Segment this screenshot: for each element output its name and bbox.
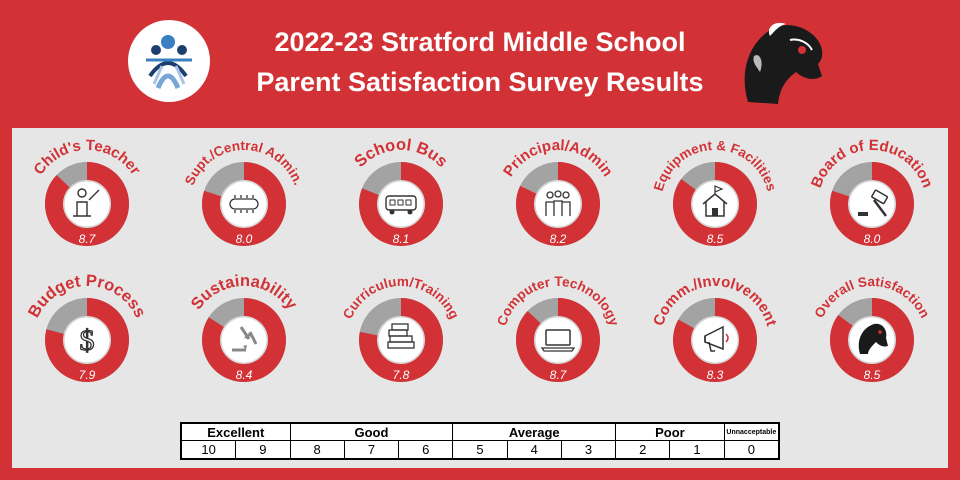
- donut-value-arc: [359, 298, 443, 382]
- score-tile: Supt./Central Admin. 8.0: [169, 126, 319, 276]
- score-value-label: 8.7: [550, 368, 568, 382]
- score-tile: Board of Education 8.0: [797, 126, 947, 276]
- icon-circle: [534, 316, 582, 364]
- score-tile: Curriculum/Training 7.8: [326, 262, 476, 412]
- score-tile: School Bus 8.1: [326, 126, 476, 276]
- donut-value-arc: [830, 162, 914, 246]
- conference-table-icon: [229, 195, 259, 213]
- score-tile: Computer Technology 8.7: [483, 262, 633, 412]
- mustang-mascot-icon: [858, 323, 888, 354]
- icon-circle: [848, 180, 896, 228]
- donut-chart: Supt./Central Admin.8.0: [182, 138, 306, 246]
- stack-of-books-icon: [387, 323, 415, 349]
- district-logo: [128, 20, 210, 102]
- icon-circle: [691, 316, 739, 364]
- people-figures-icon: [146, 35, 192, 90]
- icon-circle: [377, 180, 425, 228]
- icon-circle: [220, 316, 268, 364]
- gavel-icon: [858, 189, 889, 217]
- icon-circle: [377, 316, 425, 364]
- donut-value-arc: [202, 162, 286, 246]
- legend-score: 10: [180, 440, 237, 459]
- teacher-at-podium-icon: [73, 188, 100, 217]
- footer-strip: [0, 468, 960, 480]
- legend-score: 5: [452, 440, 508, 459]
- title-line-1: 2022-23 Stratford Middle School: [274, 27, 686, 57]
- recycle-icon: [232, 326, 258, 352]
- rating-scale-legend: Excellent Good Average Poor Unnacceptabl…: [180, 422, 780, 460]
- legend-score: 0: [723, 440, 780, 459]
- header-banner: 2022-23 Stratford Middle School Parent S…: [0, 0, 960, 128]
- legend-category-excellent: Excellent: [181, 423, 291, 441]
- legend-category-average: Average: [452, 423, 617, 441]
- dollar-sign-icon: $: [79, 323, 95, 357]
- page-title: 2022-23 Stratford Middle School Parent S…: [220, 22, 740, 102]
- icon-circle: [534, 180, 582, 228]
- icon-circle: [63, 316, 111, 364]
- legend-score: 1: [669, 440, 725, 459]
- donut-value-arc: [673, 162, 757, 246]
- legend-score: 4: [506, 440, 562, 459]
- donut-value-arc: [202, 298, 286, 382]
- donut-value-arc: [830, 298, 914, 382]
- donut-chart: Budget Process$7.9: [25, 272, 149, 382]
- score-value-label: 7.9: [79, 368, 96, 382]
- score-value-label: 7.8: [393, 368, 410, 382]
- icon-circle: [691, 180, 739, 228]
- legend-category-unacceptable: Unnacceptable: [723, 423, 780, 441]
- results-panel: Child's Teacher 8.7 Supt./Central Admin. 8.…: [12, 128, 948, 468]
- donut-value-arc: [673, 298, 757, 382]
- house-with-flag-icon: [702, 185, 728, 217]
- donut-value-arc: [516, 162, 600, 246]
- score-tile: Principal/Admin 8.2: [483, 126, 633, 276]
- score-value-label: 8.0: [236, 232, 253, 246]
- mustang-mascot-icon: [744, 22, 823, 104]
- megaphone-icon: [704, 325, 729, 352]
- donut-value-arc: [45, 162, 129, 246]
- icon-circle: [220, 180, 268, 228]
- svg-text:$: $: [80, 324, 95, 357]
- legend-score: 9: [235, 440, 291, 459]
- score-value-label: 8.2: [550, 232, 567, 246]
- score-value-label: 8.1: [393, 232, 410, 246]
- score-value-label: 8.0: [864, 232, 881, 246]
- legend-score: 3: [560, 440, 617, 459]
- score-tile: Comm./Involvement 8.3: [640, 262, 790, 412]
- legend-score: 8: [289, 440, 345, 459]
- group-of-people-icon: [545, 190, 571, 216]
- title-line-2: Parent Satisfaction Survey Results: [256, 67, 704, 97]
- score-tile: Equipment & Facilities 8.5: [640, 126, 790, 276]
- score-tile: Child's Teacher 8.7: [12, 126, 162, 276]
- score-value-label: 8.5: [707, 232, 724, 246]
- legend-category-poor: Poor: [615, 423, 725, 441]
- legend-score: 7: [343, 440, 400, 459]
- score-value-label: 8.4: [236, 368, 253, 382]
- bus-icon: [385, 195, 417, 215]
- donut-value-arc: [516, 298, 600, 382]
- donut-value-arc: [359, 162, 443, 246]
- score-value-label: 8.5: [864, 368, 881, 382]
- legend-category-good: Good: [289, 423, 454, 441]
- donut-value-arc: [45, 298, 129, 382]
- legend-score: 6: [398, 440, 454, 459]
- score-tile: Budget Process $7.9: [12, 262, 162, 412]
- legend-score: 2: [615, 440, 671, 459]
- laptop-icon: [540, 329, 576, 352]
- score-value-label: 8.3: [707, 368, 724, 382]
- score-tile: Overall Satisfaction 8.5: [797, 262, 947, 412]
- score-tile: Sustainability 8.4: [169, 262, 319, 412]
- score-value-label: 8.7: [79, 232, 97, 246]
